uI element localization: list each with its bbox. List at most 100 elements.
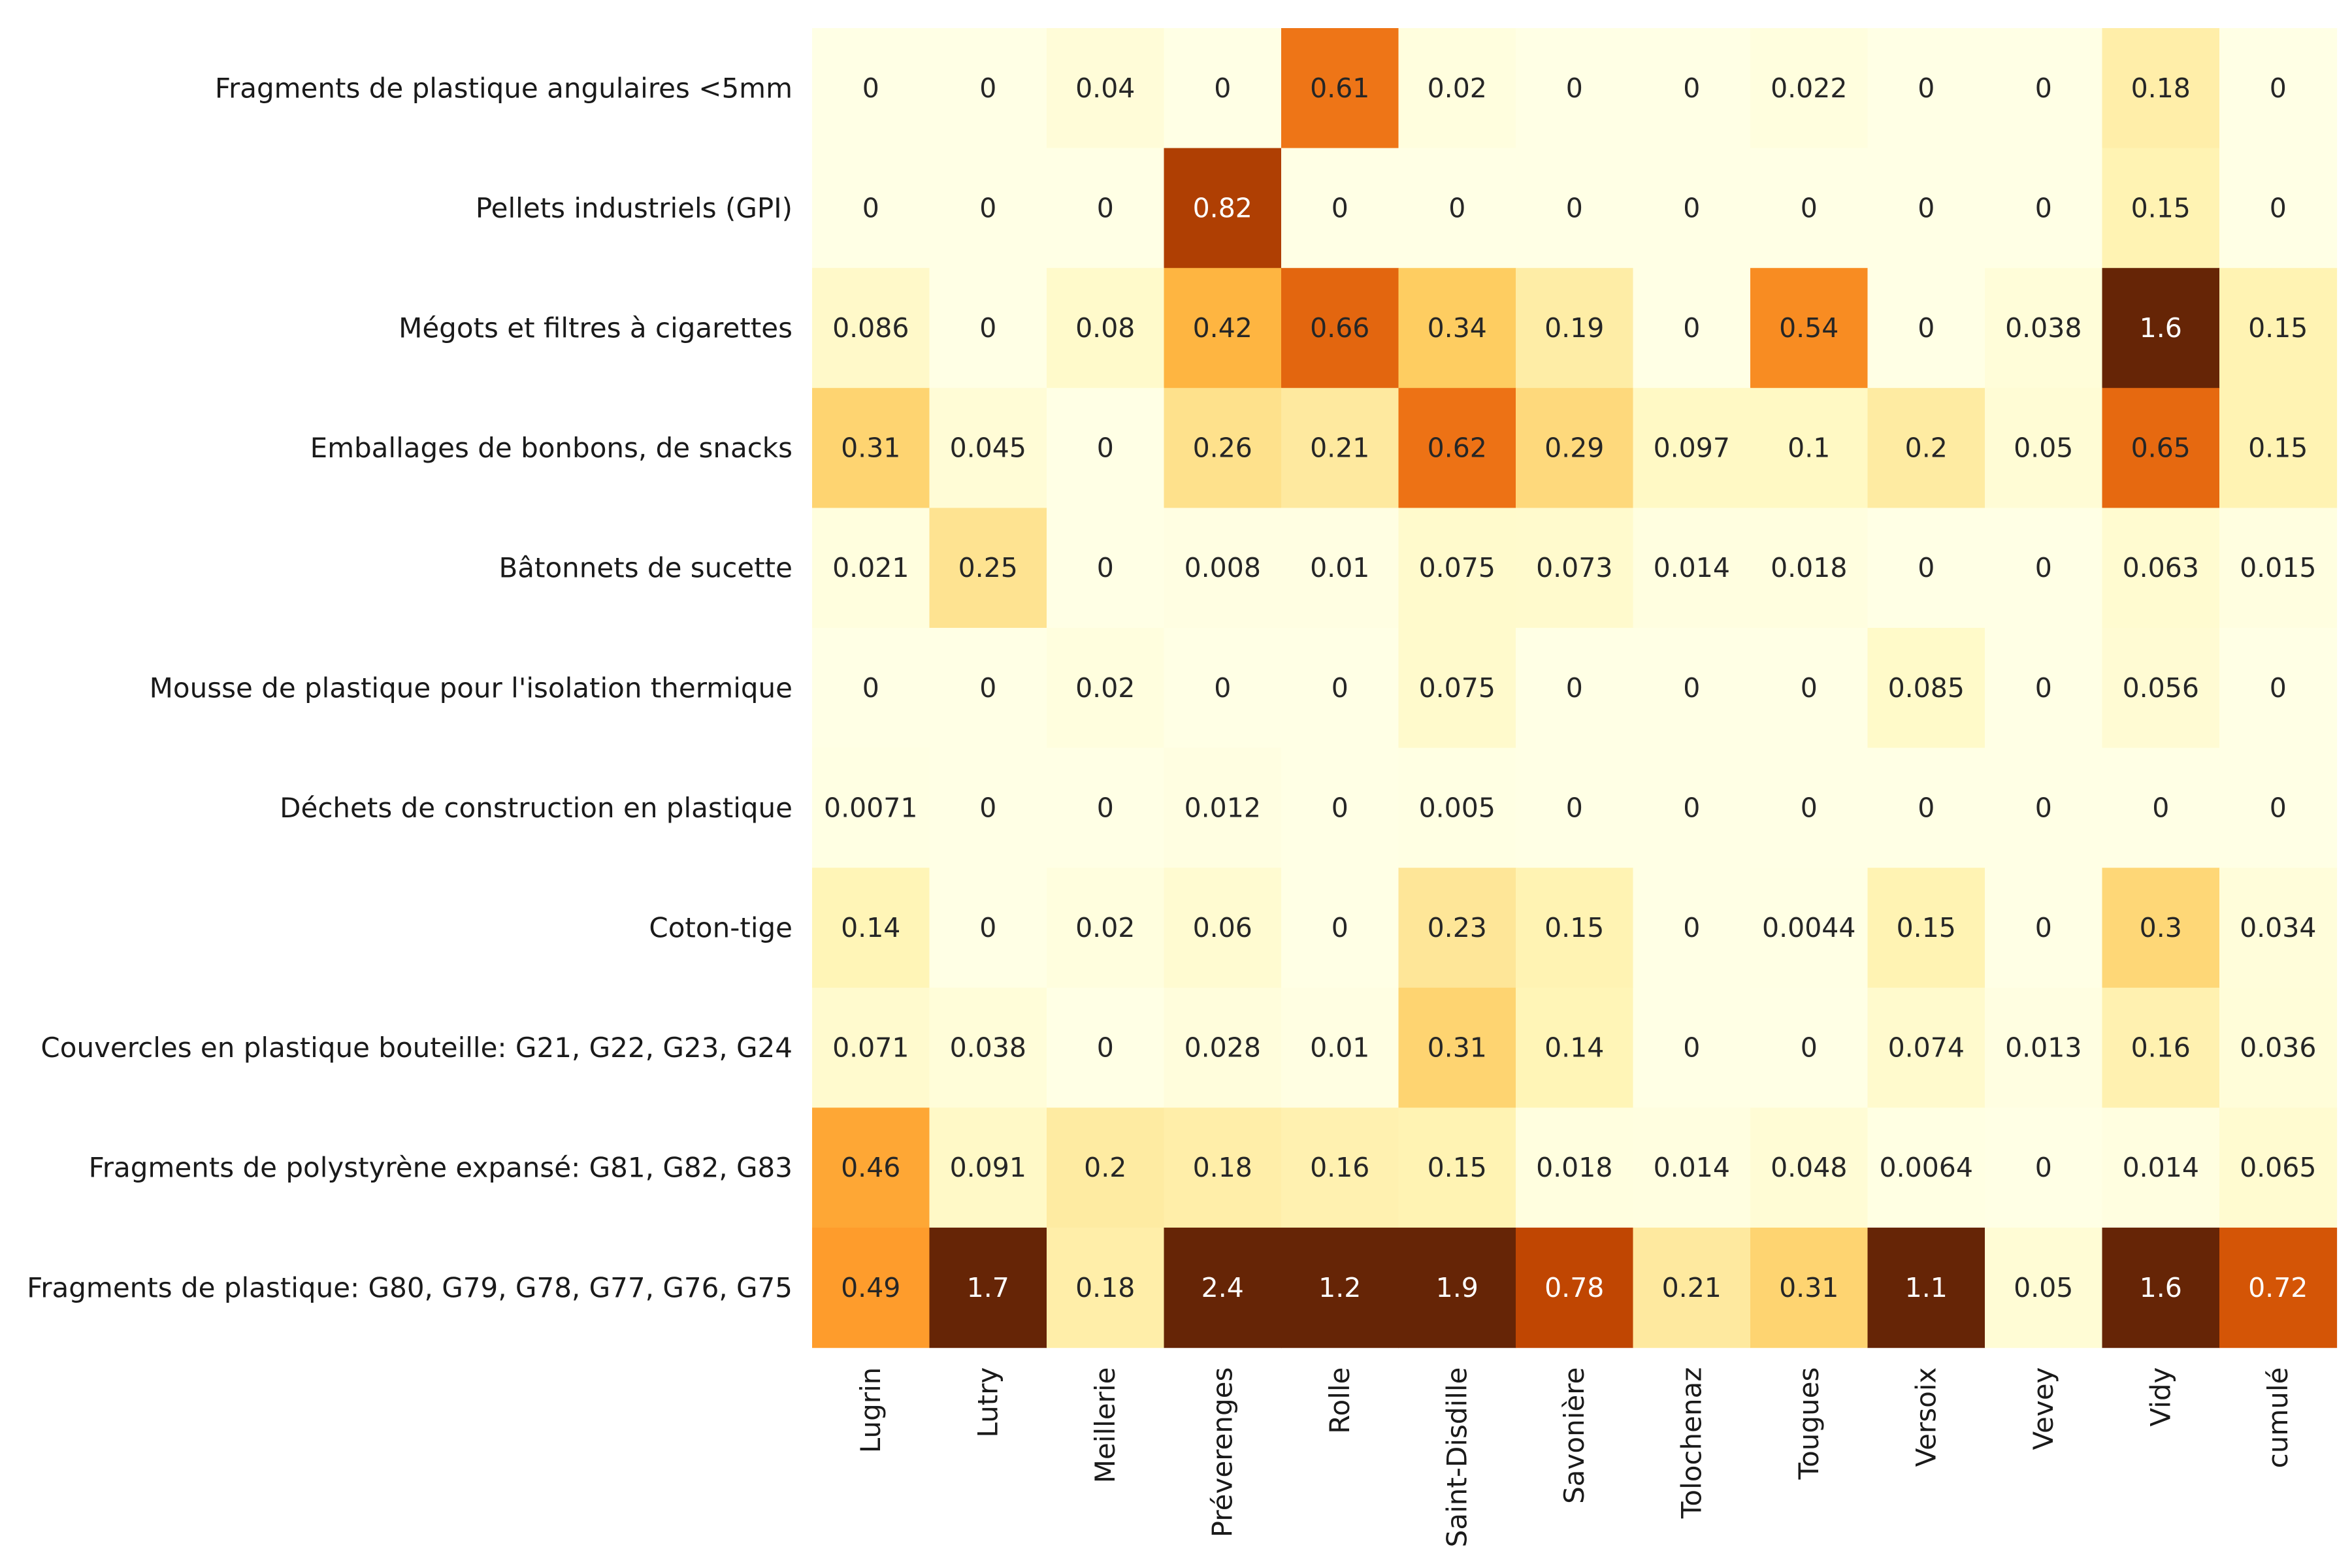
row-label: Pellets industriels (GPI) bbox=[476, 192, 792, 224]
heatmap-cell bbox=[1516, 1107, 1634, 1228]
cell-value-label: 0.72 bbox=[2248, 1272, 2308, 1303]
heatmap-cell bbox=[2219, 268, 2338, 389]
heatmap-cell bbox=[2102, 1107, 2220, 1228]
heatmap-cell bbox=[1867, 868, 1985, 988]
heatmap-cell bbox=[1985, 508, 2103, 629]
heatmap-cell bbox=[1750, 148, 1869, 269]
cell-value-label: 0 bbox=[1801, 792, 1818, 823]
cell-value-label: 0 bbox=[1331, 192, 1348, 223]
column-label: Lugrin bbox=[855, 1367, 887, 1454]
cell-value-label: 1.7 bbox=[967, 1272, 1009, 1303]
row-labels: Fragments de plastique angulaires <5mm Pe… bbox=[27, 72, 792, 1303]
column-label: Tougues bbox=[1793, 1367, 1825, 1480]
heatmap-cell bbox=[812, 868, 930, 988]
cell-value-label: 0 bbox=[1683, 192, 1700, 223]
cell-value-label: 0 bbox=[2035, 1152, 2052, 1183]
heatmap-cell bbox=[1750, 268, 1869, 389]
cell-value-label: 0.063 bbox=[2123, 552, 2199, 583]
heatmap-cell bbox=[1633, 1228, 1751, 1348]
cell-value-label: 0.14 bbox=[841, 912, 900, 943]
column-label: Lutry bbox=[972, 1367, 1004, 1438]
cell-value-label: 0 bbox=[979, 912, 996, 943]
cell-value-label: 0.008 bbox=[1184, 552, 1261, 583]
cell-value-label: 0.15 bbox=[1897, 912, 1956, 943]
cell-value-label: 0.78 bbox=[1544, 1272, 1604, 1303]
heatmap-cell bbox=[1516, 628, 1634, 749]
cell-value-label: 0 bbox=[1918, 552, 1935, 583]
heatmap-cell bbox=[1867, 1228, 1985, 1348]
cell-value-label: 0.25 bbox=[958, 552, 1018, 583]
cell-value-label: 0 bbox=[1214, 672, 1231, 704]
heatmap-cell bbox=[1281, 987, 1399, 1108]
cell-value-label: 0.085 bbox=[1888, 672, 1965, 704]
heatmap-cell bbox=[2219, 28, 2338, 149]
heatmap-cell bbox=[1985, 148, 2103, 269]
cell-value-label: 0 bbox=[979, 672, 996, 704]
heatmap-cell bbox=[2102, 868, 2220, 988]
cell-value-label: 0 bbox=[1683, 792, 1700, 823]
heatmap-cell bbox=[1281, 268, 1399, 389]
heatmap-cell bbox=[1985, 28, 2103, 149]
row-label: Fragments de polystyrène expansé: G81, G… bbox=[89, 1152, 792, 1184]
cell-value-label: 0.036 bbox=[2240, 1032, 2316, 1064]
heatmap-cell bbox=[1985, 868, 2103, 988]
cell-value-label: 0.014 bbox=[2123, 1152, 2199, 1183]
heatmap-cell bbox=[929, 1228, 1047, 1348]
cell-value-label: 0.06 bbox=[1193, 912, 1252, 943]
cell-value-label: 0 bbox=[1683, 312, 1700, 344]
heatmap-cell bbox=[1398, 387, 1516, 508]
heatmap-cell bbox=[1750, 747, 1869, 868]
heatmap-cell bbox=[1047, 508, 1165, 629]
cell-value-label: 0.26 bbox=[1193, 433, 1252, 464]
cell-value-label: 0.014 bbox=[1654, 1152, 1730, 1183]
cell-value-label: 0.012 bbox=[1184, 792, 1261, 823]
cell-value-label: 0.54 bbox=[1779, 312, 1838, 344]
heatmap-cell bbox=[1164, 628, 1282, 749]
heatmap-cell bbox=[2102, 747, 2220, 868]
cell-value-label: 0 bbox=[1918, 792, 1935, 823]
cell-value-label: 0.23 bbox=[1428, 912, 1487, 943]
heatmap-cell bbox=[1047, 28, 1165, 149]
cell-value-label: 0.31 bbox=[1428, 1032, 1487, 1064]
row-label: Couvercles en plastique bouteille: G21, … bbox=[41, 1032, 792, 1064]
cell-value-label: 0 bbox=[1097, 433, 1114, 464]
heatmap-cell bbox=[1398, 987, 1516, 1108]
heatmap-cell bbox=[1516, 268, 1634, 389]
cell-value-label: 0 bbox=[1566, 792, 1583, 823]
cell-value-label: 0 bbox=[1683, 1032, 1700, 1064]
heatmap-cell bbox=[1633, 268, 1751, 389]
cell-value-label: 0.005 bbox=[1419, 792, 1495, 823]
heatmap-cell bbox=[812, 387, 930, 508]
cell-value-label: 0 bbox=[1801, 192, 1818, 223]
heatmap-cell bbox=[2219, 747, 2338, 868]
heatmap-cell bbox=[1867, 628, 1985, 749]
heatmap-cell bbox=[2219, 1107, 2338, 1228]
cell-value-label: 0.091 bbox=[950, 1152, 1026, 1183]
cell-value-label: 0.31 bbox=[1779, 1272, 1838, 1303]
heatmap-cell bbox=[929, 148, 1047, 269]
heatmap-cell bbox=[1633, 148, 1751, 269]
heatmap-cell bbox=[1398, 268, 1516, 389]
heatmap-cell bbox=[2102, 1228, 2220, 1348]
cell-value-label: 0 bbox=[979, 792, 996, 823]
heatmap-cell bbox=[2219, 868, 2338, 988]
heatmap-cell bbox=[2219, 148, 2338, 269]
heatmap-cell bbox=[1281, 387, 1399, 508]
heatmap-cell bbox=[1750, 868, 1869, 988]
cell-value-label: 0.61 bbox=[1310, 73, 1369, 104]
column-label: Vidy bbox=[2145, 1367, 2177, 1427]
cell-value-label: 0.021 bbox=[832, 552, 909, 583]
cell-value-label: 0.15 bbox=[2248, 312, 2308, 344]
cell-value-label: 0.071 bbox=[832, 1032, 909, 1064]
cell-value-label: 0 bbox=[1566, 672, 1583, 704]
cell-value-label: 0.0064 bbox=[1880, 1152, 1973, 1183]
heatmap-cell bbox=[929, 628, 1047, 749]
column-label: Tolochenaz bbox=[1676, 1367, 1708, 1520]
heatmap-cell bbox=[1047, 987, 1165, 1108]
heatmap-cell bbox=[2102, 508, 2220, 629]
cell-value-label: 0.18 bbox=[1193, 1152, 1252, 1183]
heatmap-cell bbox=[1047, 747, 1165, 868]
heatmap-cell bbox=[1985, 1228, 2103, 1348]
cell-value-label: 0.073 bbox=[1536, 552, 1612, 583]
cell-value-label: 0.46 bbox=[841, 1152, 900, 1183]
